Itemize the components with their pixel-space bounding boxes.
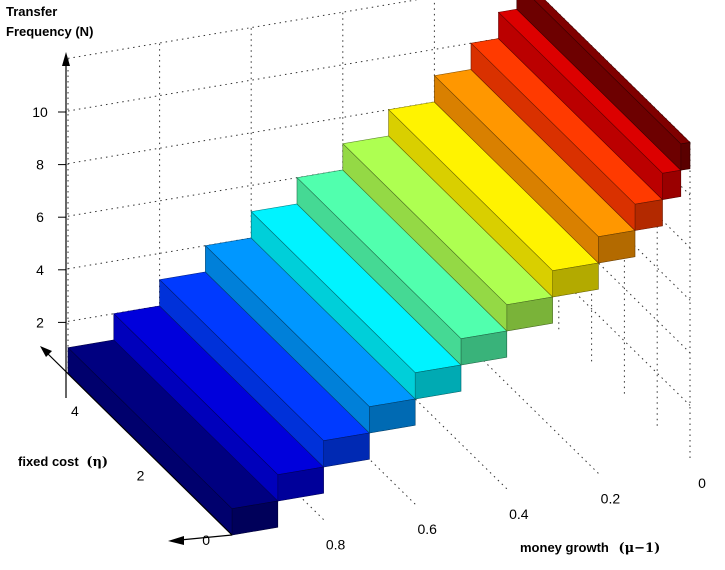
x-tick-labels: 0.8 0.6 0.4 0.2 0 <box>326 475 706 553</box>
y-axis-label-symbol: (η) <box>86 455 108 470</box>
z-tick-label-2: 6 <box>36 209 44 225</box>
y-tick-labels: 0 2 4 <box>71 403 210 548</box>
surface-plot <box>67 0 691 536</box>
surface-step-riser-2 <box>113 312 279 502</box>
x-tick-label-2: 0.4 <box>509 506 529 522</box>
surface-front-face-10 <box>634 199 663 231</box>
z-tick-label-0: 2 <box>36 314 44 330</box>
x-tick-label-3: 0.2 <box>601 490 621 506</box>
grid-line-z-level-4 <box>67 33 691 196</box>
grid-line-z-level-2 <box>67 138 691 301</box>
y-tick-label-0: 0 <box>202 532 210 548</box>
z-tick-labels: 2 4 6 8 10 <box>32 104 66 330</box>
surface-step-riser-4 <box>205 244 370 434</box>
surface-front-face-12 <box>680 142 691 171</box>
z-axis-arrow-icon <box>62 52 70 66</box>
surface-front-face-11 <box>662 169 682 200</box>
y-axis-label-text: fixed cost <box>18 454 79 469</box>
x-axis-label-text: money growth <box>520 540 609 555</box>
x-axis-arrow-icon <box>168 536 184 545</box>
z-axis-label-line1: Transfer <box>6 4 57 19</box>
surface-step-riser-7 <box>342 142 508 332</box>
z-tick-label-1: 4 <box>36 262 44 278</box>
y-axis-label: fixed cost (η) <box>18 454 108 470</box>
axes <box>40 52 233 545</box>
surface-step-riser-12 <box>516 0 682 171</box>
surface-step-riser-3 <box>159 278 324 468</box>
x-axis-label-symbol: (μ−1) <box>618 541 660 556</box>
grid-line-z-level-3 <box>67 86 691 248</box>
y-tick-label-2: 4 <box>71 403 79 419</box>
surface-step-riser-6 <box>296 176 462 366</box>
surface-step-riser-11 <box>498 11 663 201</box>
x-tick-label-0: 0.8 <box>326 537 346 553</box>
y-tick-label-1: 2 <box>137 468 145 484</box>
y-axis-line <box>45 351 233 536</box>
grid-line-z-level-5 <box>67 0 691 143</box>
x-axis-label: money growth (μ−1) <box>520 540 660 556</box>
surface-step-riser-9 <box>434 74 599 264</box>
x-axis-line <box>179 534 233 541</box>
z-tick-label-4: 10 <box>32 104 48 120</box>
x-tick-label-4: 0 <box>698 475 706 491</box>
y-axis-arrow-icon <box>40 346 52 357</box>
surface-step-riser-5 <box>250 210 416 400</box>
z-tick-label-3: 8 <box>36 157 44 173</box>
surface-step-riser-10 <box>470 42 636 232</box>
x-tick-label-1: 0.6 <box>417 521 437 537</box>
z-axis-label-line2: Frequency (N) <box>6 24 93 39</box>
surface-step-riser-8 <box>388 108 553 298</box>
